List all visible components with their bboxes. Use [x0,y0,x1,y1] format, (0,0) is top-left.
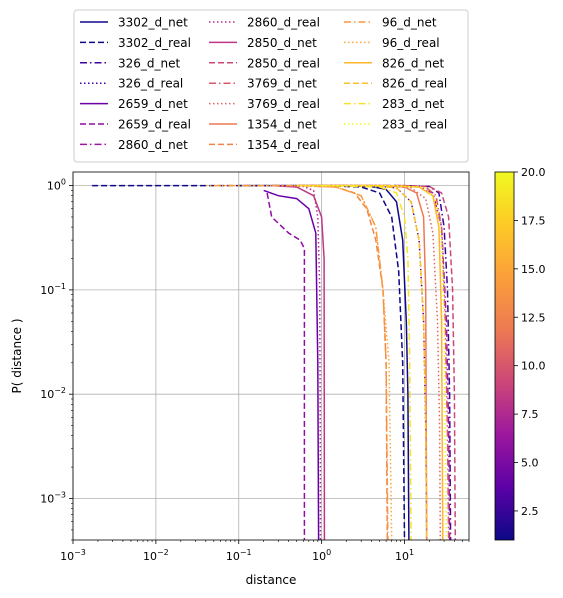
legend-entry: 326_d_net [80,56,181,70]
legend-label: 1354_d_real [247,138,320,152]
legend-entry: 326_d_real [80,77,183,91]
legend-entry: 96_d_real [344,36,440,50]
legend-label: 2659_d_net [118,97,188,111]
legend-entry: 2860_d_real [209,16,320,30]
colorbar-gradient [494,171,515,541]
legend-entry: 2659_d_net [80,97,188,111]
series-line-2659_d_real [266,192,306,540]
plot-frame [72,171,470,541]
series-line-2850_d_net [271,184,326,540]
legend-label: 283_d_net [382,97,445,111]
legend-entry: 2860_d_net [80,138,188,152]
legend-label: 3302_d_real [118,36,191,50]
colorbar: 2.5 5.0 7.5 10.0 12.5 15.0 17.5 20.0 [494,166,546,541]
legend-label: 3769_d_real [247,97,320,111]
legend-label: 283_d_real [382,118,447,132]
series-line-3769_d_net [296,184,450,540]
legend-entry: 826_d_real [344,77,447,91]
legend-entry: 283_d_real [344,118,447,132]
series-line-826_d_real [296,184,428,540]
x-tick-label: 10−3 [60,548,86,563]
plot-area: 10−3 10−2 10−1 100 101 10−3 10−2 10−1 100 dista… [10,171,470,587]
legend-label: 2860_d_real [247,16,320,30]
legend-entry: 3769_d_net [209,77,317,91]
x-tick-label: 10−1 [226,548,252,563]
colorbar-tick-label: 10.0 [521,360,546,373]
series-line-283_d_net [321,184,412,540]
legend-entry: 96_d_net [344,16,437,30]
legend-label: 326_d_net [118,56,181,70]
legend-entry: 3302_d_net [80,16,188,30]
series-line-2850_d_real [321,184,457,540]
y-tick-label: 10−1 [40,282,66,297]
colorbar-tick-label: 15.0 [521,263,546,276]
x-tick-label: 100 [312,548,331,563]
legend-label: 96_d_net [382,16,437,30]
x-axis: 10−3 10−2 10−1 100 101 [60,540,470,563]
legend-label: 1354_d_net [247,118,317,132]
series-lines [92,184,457,540]
plot-background [73,172,469,540]
legend-label: 826_d_net [382,56,445,70]
legend-entry: 3302_d_real [80,36,191,50]
y-axis-label: P( distance ) [10,318,24,393]
legend-label: 3769_d_net [247,77,317,91]
legend-label: 2659_d_real [118,118,191,132]
legend-entry: 1354_d_real [209,138,320,152]
colorbar-tick-label: 7.5 [521,408,539,421]
legend-label: 2860_d_net [118,138,188,152]
series-line-1354_d_real [296,184,389,540]
legend-entry: 2850_d_real [209,56,320,70]
legend-entry: 3769_d_real [209,97,320,111]
y-axis: 10−3 10−2 10−1 100 [40,178,73,541]
legend-label: 2850_d_real [247,56,320,70]
y-tick-label: 100 [47,178,66,193]
series-line-2659_d_net [263,189,320,540]
legend-label: 826_d_real [382,77,447,91]
x-tick-label: 101 [395,548,414,563]
legend-label: 326_d_real [118,77,183,91]
legend-entry: 283_d_net [344,97,445,111]
legend-label: 96_d_real [382,36,440,50]
legend-entry: 826_d_net [344,56,445,70]
colorbar-tick-label: 2.5 [521,505,539,518]
y-tick-label: 10−2 [40,386,66,401]
x-tick-label: 10−2 [143,548,169,563]
series-line-3769_d_real [278,184,442,540]
x-axis-label: distance [246,573,297,587]
legend-label: 2850_d_net [247,36,317,50]
colorbar-tick-label: 5.0 [521,457,539,470]
colorbar-tick-label: 12.5 [521,311,546,324]
legend-entry: 2659_d_real [80,118,191,132]
legend-label: 3302_d_net [118,16,188,30]
legend-entry: 1354_d_net [209,118,317,132]
legend: 3302_d_net 3302_d_real 326_d_net 326_d_real… [73,9,469,163]
colorbar-tick-label: 20.0 [521,166,546,179]
colorbar-tick-label: 17.5 [521,214,546,227]
legend-entry: 2850_d_net [209,36,317,50]
y-tick-label: 10−3 [40,490,66,505]
